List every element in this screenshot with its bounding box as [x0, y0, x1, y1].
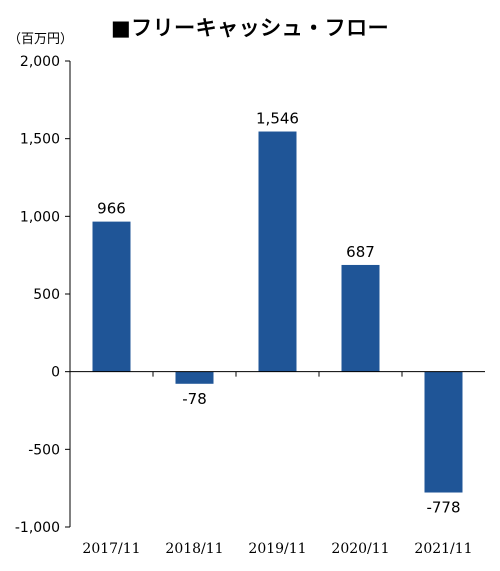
data-label: 1,546: [256, 110, 299, 128]
bar: [341, 264, 380, 372]
bars: [92, 131, 463, 493]
zero-line: [70, 371, 485, 377]
bar: [92, 221, 131, 372]
y-tick-label: -1,000: [15, 520, 60, 536]
bar: [175, 371, 214, 384]
chart-title: ■フリーキャッシュ・フロー: [110, 16, 390, 40]
x-tick-label: 2020/11: [331, 541, 389, 557]
bar: [424, 371, 463, 493]
y-tick-label: 2,000: [20, 54, 60, 70]
data-label: 966: [97, 200, 126, 218]
unit-label: （百万円）: [8, 32, 74, 47]
data-label: -778: [426, 499, 460, 517]
y-tick-label: 0: [51, 365, 60, 381]
y-tick-label: -500: [28, 442, 60, 458]
x-tick-label: 2018/11: [165, 541, 223, 557]
y-tick-label: 1,500: [20, 132, 60, 148]
data-label: 687: [346, 243, 375, 261]
x-tick-label: 2019/11: [248, 541, 306, 557]
y-tick-labels: 2,000 1,500 1,000 500 0 -500 -1,000: [15, 54, 60, 536]
x-tick-label: 2017/11: [82, 541, 140, 557]
data-labels: 966 -78 1,546 687 -778: [97, 110, 460, 517]
x-tick-label: 2021/11: [414, 541, 472, 557]
y-tick-label: 1,000: [20, 209, 60, 225]
x-tick-labels: 2017/11 2018/11 2019/11 2020/11 2021/11: [82, 541, 472, 557]
bar: [258, 131, 297, 372]
y-tick-label: 500: [33, 287, 60, 303]
y-axis: [65, 60, 71, 528]
data-label: -78: [182, 390, 207, 408]
